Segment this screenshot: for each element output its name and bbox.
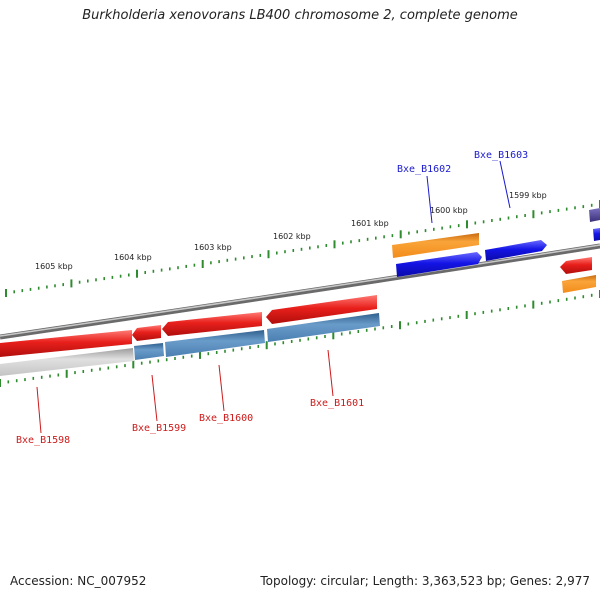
inner-scale-ruler: [0, 290, 600, 387]
chromosome-backbone: [0, 243, 600, 340]
ruler-label-1600: 1600 kbp: [430, 206, 468, 215]
gene-feature-steel-1601[interactable]: [267, 313, 380, 342]
gene-feature-bxe-b1600[interactable]: [162, 312, 262, 336]
gene-feature-steel-1599[interactable]: [134, 343, 164, 360]
gene-label-bxe-b1600[interactable]: Bxe_B1600: [199, 413, 253, 424]
ruler-label-1601: 1601 kbp: [351, 219, 389, 228]
gene-label-bxe-b1598[interactable]: Bxe_B1598: [16, 435, 70, 446]
leader-line-bxe-b1602: [426, 175, 433, 224]
gene-feature-bxe-b1603[interactable]: [485, 240, 547, 261]
gene-feature-blue-edge[interactable]: [593, 228, 600, 241]
gene-feature-orange-top[interactable]: [392, 233, 479, 258]
leader-line-bxe-b1603: [499, 160, 511, 209]
ruler-label-1604: 1604 kbp: [114, 253, 152, 262]
accession-text: Accession: NC_007952: [10, 574, 147, 588]
leader-line-bxe-b1601: [327, 349, 334, 397]
gene-feature-orange-right[interactable]: [562, 275, 596, 293]
gene-feature-grey-lower[interactable]: [0, 348, 134, 376]
leader-line-bxe-b1598: [36, 386, 42, 434]
gene-label-bxe-b1602[interactable]: Bxe_B1602: [397, 164, 451, 175]
chromosome-backbone-highlight: [0, 244, 600, 337]
leader-line-bxe-b1599: [151, 374, 158, 422]
outer-scale-ruler: [5, 200, 600, 297]
ruler-label-1605: 1605 kbp: [35, 262, 73, 271]
gene-label-bxe-b1599[interactable]: Bxe_B1599: [132, 423, 186, 434]
gene-feature-steel-1600[interactable]: [165, 330, 265, 357]
page-title: Burkholderia xenovorans LB400 chromosome…: [82, 8, 518, 23]
gene-feature-red-right[interactable]: [560, 257, 592, 274]
leader-line-bxe-b1600: [218, 364, 225, 412]
gene-feature-bxe-b1601[interactable]: [266, 295, 377, 324]
gene-label-bxe-b1601[interactable]: Bxe_B1601: [310, 398, 364, 409]
gene-feature-purple[interactable]: [589, 208, 600, 222]
ruler-label-1603: 1603 kbp: [194, 243, 232, 252]
gene-feature-bxe-b1602[interactable]: [396, 252, 482, 277]
genome-summary-text: Topology: circular; Length: 3,363,523 bp…: [260, 574, 590, 588]
gene-feature-bxe-b1599[interactable]: [132, 325, 161, 341]
gene-label-bxe-b1603[interactable]: Bxe_B1603: [474, 150, 528, 161]
ruler-label-1599: 1599 kbp: [509, 191, 547, 200]
gene-feature-bxe-b1598[interactable]: [0, 330, 132, 357]
ruler-label-1602: 1602 kbp: [273, 232, 311, 241]
